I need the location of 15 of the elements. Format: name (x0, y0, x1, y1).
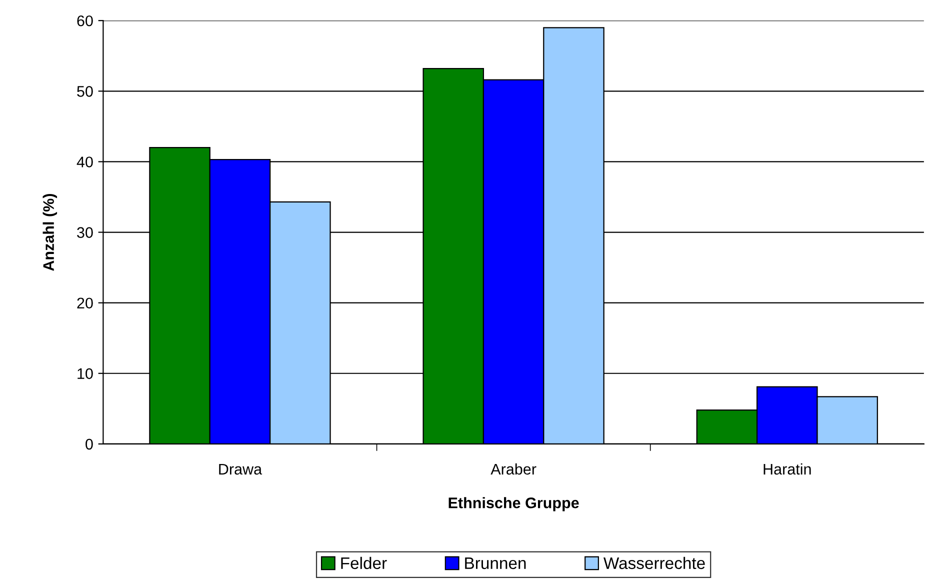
y-tick-label: 40 (76, 156, 93, 168)
y-tick-label: 20 (77, 298, 93, 309)
y-tick-label: 30 (77, 227, 93, 238)
x-tick-label: Drawa (219, 464, 262, 475)
legend-label: Wasserrechte (603, 556, 705, 570)
x-tick-label: Haratin (764, 463, 811, 475)
legend-label: Felder (341, 556, 387, 570)
y-axis-title: Anzahl (%) (42, 194, 58, 271)
y-tick-label: 50 (77, 86, 93, 97)
y-tick-label: 10 (78, 368, 93, 380)
legend-label: Brunnen (465, 557, 526, 570)
x-tick-label: Araber (490, 463, 536, 475)
y-tick-label: 0 (86, 438, 93, 450)
y-tick-label: 60 (77, 15, 93, 26)
x-axis-title: Ethnische Gruppe (448, 497, 579, 512)
